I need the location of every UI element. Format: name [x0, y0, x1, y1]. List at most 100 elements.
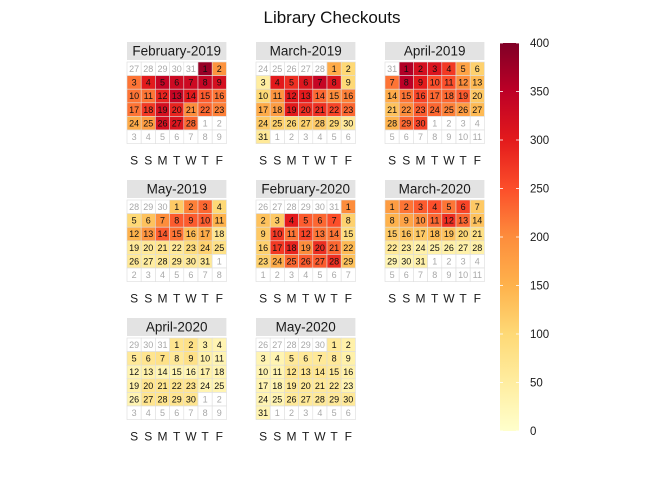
weekday-label: T: [173, 154, 181, 168]
day-number: 15: [200, 91, 210, 101]
day-number: 1: [275, 408, 280, 418]
weekday-label: W: [185, 154, 197, 168]
day-number: 4: [317, 132, 322, 142]
weekday-label: M: [158, 430, 168, 444]
day-number: 1: [174, 202, 179, 212]
day-number: 4: [432, 202, 437, 212]
day-number: 20: [315, 243, 325, 253]
day-number: 21: [157, 381, 167, 391]
day-number: 23: [415, 105, 425, 115]
weekday-label: W: [185, 430, 197, 444]
day-number: 5: [289, 78, 294, 88]
day-number: 30: [172, 64, 182, 74]
day-number: 8: [332, 78, 337, 88]
day-number: 12: [458, 78, 468, 88]
day-number: 7: [160, 216, 165, 226]
day-number: 30: [415, 118, 425, 128]
month-header: [256, 42, 356, 60]
outside-day-cell: [340, 405, 356, 420]
day-number: 27: [315, 256, 325, 266]
day-number: 31: [157, 340, 167, 350]
weekday-label: T: [302, 430, 310, 444]
day-number: 17: [430, 91, 440, 101]
day-number: 6: [146, 216, 151, 226]
day-number: 16: [186, 367, 196, 377]
weekday-label: W: [314, 154, 326, 168]
weekday-label: W: [443, 292, 455, 306]
day-number: 3: [261, 354, 266, 364]
day-number: 10: [458, 270, 468, 280]
weekday-label: S: [273, 430, 281, 444]
day-number: 1: [432, 118, 437, 128]
day-number: 1: [432, 256, 437, 266]
day-number: 26: [129, 256, 139, 266]
day-number: 25: [272, 118, 282, 128]
day-number: 10: [129, 91, 139, 101]
day-number: 24: [272, 256, 282, 266]
day-number: 8: [432, 270, 437, 280]
day-number: 16: [186, 229, 196, 239]
weekday-label: S: [273, 292, 281, 306]
weekday-label: T: [173, 430, 181, 444]
day-number: 8: [404, 78, 409, 88]
month-header: [385, 180, 485, 198]
month-label: May-2020: [276, 320, 336, 335]
day-number: 6: [188, 270, 193, 280]
day-number: 3: [132, 408, 137, 418]
day-number: 12: [129, 367, 139, 377]
day-number: 29: [329, 118, 339, 128]
day-number: 25: [214, 243, 224, 253]
day-number: 23: [343, 105, 353, 115]
day-number: 29: [129, 340, 139, 350]
day-number: 14: [157, 367, 167, 377]
day-number: 26: [286, 64, 296, 74]
day-number: 7: [346, 270, 351, 280]
day-number: 1: [217, 256, 222, 266]
day-number: 5: [160, 408, 165, 418]
day-number: 11: [444, 78, 453, 88]
day-number: 9: [418, 78, 423, 88]
day-number: 3: [432, 64, 437, 74]
colorbar-tick-label: 200: [530, 232, 549, 244]
day-number: 14: [157, 229, 167, 239]
weekday-label: S: [273, 154, 281, 168]
day-number: 2: [132, 270, 137, 280]
weekday-label: T: [330, 430, 338, 444]
day-number: 8: [203, 132, 208, 142]
day-number: 14: [472, 216, 482, 226]
day-number: 4: [317, 408, 322, 418]
day-number: 3: [203, 202, 208, 212]
day-number: 27: [458, 243, 468, 253]
day-number: 14: [186, 91, 196, 101]
weekday-label: S: [388, 154, 396, 168]
day-number: 6: [303, 78, 308, 88]
day-number: 10: [272, 229, 282, 239]
day-number: 5: [132, 354, 137, 364]
day-number: 10: [430, 78, 440, 88]
weekday-label: W: [185, 292, 197, 306]
day-number: 24: [200, 243, 210, 253]
day-number: 22: [387, 243, 397, 253]
outside-day-cell: [469, 267, 485, 282]
weekday-label: S: [144, 154, 152, 168]
day-number: 28: [329, 256, 339, 266]
day-number: 23: [401, 243, 411, 253]
day-number: 31: [329, 202, 339, 212]
day-number: 2: [217, 118, 222, 128]
day-number: 28: [387, 118, 397, 128]
weekday-label: F: [474, 292, 481, 306]
day-number: 15: [329, 367, 339, 377]
day-number: 11: [287, 229, 296, 239]
day-number: 28: [286, 202, 296, 212]
day-number: 18: [143, 105, 153, 115]
day-number: 2: [418, 64, 423, 74]
weekday-label: F: [216, 154, 223, 168]
day-number: 25: [444, 105, 454, 115]
day-number: 15: [172, 229, 182, 239]
day-number: 5: [174, 270, 179, 280]
weekday-label: M: [158, 154, 168, 168]
